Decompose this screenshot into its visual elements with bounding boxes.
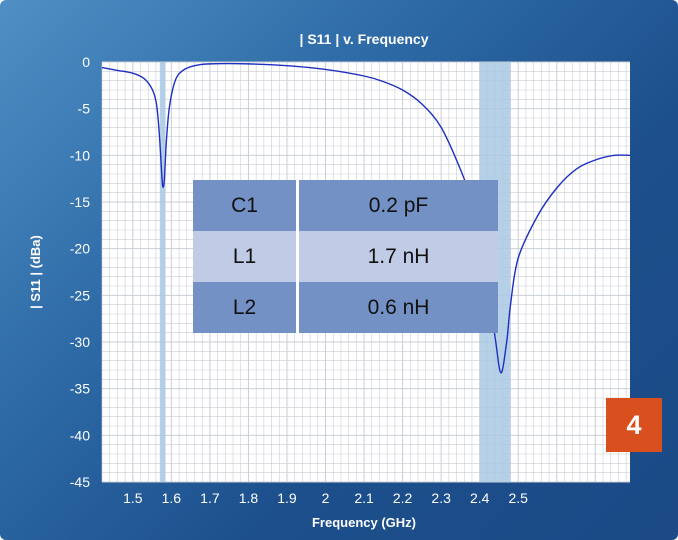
x-tick-label: 2.3 [431,490,451,506]
x-tick-label: 1.6 [162,490,182,506]
component-value-cell: 1.7 nH [297,231,498,282]
y-tick-label: -30 [70,334,90,350]
component-name-cell: L2 [193,282,299,333]
y-tick-label: -5 [78,101,91,117]
y-tick-label: -15 [70,194,90,210]
x-tick-label: 2.1 [354,490,374,506]
highlight-band [159,62,166,482]
y-tick-label: -40 [70,427,90,443]
x-tick-label: 1.8 [239,490,259,506]
x-tick-label: 1.9 [277,490,297,506]
y-tick-label: -10 [70,147,90,163]
component-name-cell: L1 [193,231,299,282]
series-layer [101,62,631,374]
y-axis-title: | S11 | (dBa) [28,235,43,309]
table-row: L2 0.6 nH [193,282,498,333]
component-name-cell: C1 [193,180,299,231]
x-tick-label: 2 [322,490,330,506]
y-tick-labels: 0 -5 -10 -15 -20 -25 -30 -35 -40 -45 [70,54,90,490]
y-tick-label: 0 [82,54,90,70]
x-tick-label: 2.4 [470,490,490,506]
x-tick-label: 2.5 [508,490,528,506]
y-tick-label: -20 [70,241,90,257]
x-axis-title: Frequency (GHz) [312,515,416,530]
y-tick-label: -35 [70,381,90,397]
y-tick-label: -25 [70,287,90,303]
x-tick-labels: 1.5 1.6 1.7 1.8 1.9 2 2.1 2.2 2.3 2.4 2.5 [123,490,528,506]
figure-number-badge: 4 [606,398,662,452]
component-values-table: C1 0.2 pF L1 1.7 nH L2 0.6 nH [193,180,498,333]
x-tick-label: 2.2 [393,490,413,506]
x-tick-label: 1.7 [200,490,220,506]
component-value-cell: 0.6 nH [297,282,498,333]
table-row: L1 1.7 nH [193,231,498,282]
chart-title: | S11 | v. Frequency [300,31,429,47]
component-value-cell: 0.2 pF [297,180,498,231]
series-line [101,62,631,374]
table-row: C1 0.2 pF [193,180,498,231]
y-tick-label: -45 [70,474,90,490]
x-tick-label: 1.5 [123,490,143,506]
